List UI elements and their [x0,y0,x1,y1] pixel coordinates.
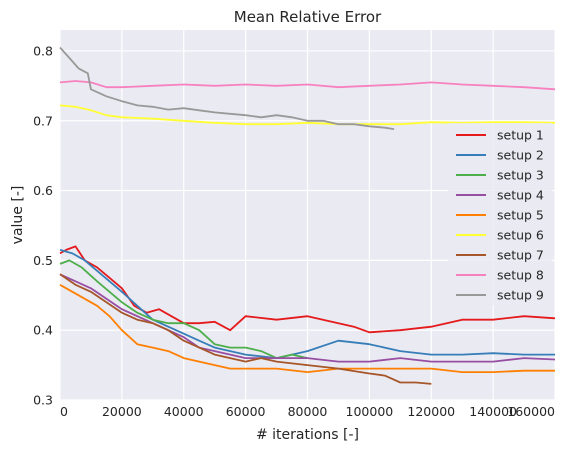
y-tick-label: 0.3 [33,393,53,408]
y-tick-labels: 0.3 0.4 0.5 0.6 0.7 0.8 [33,43,53,407]
legend-label-4: setup 4 [497,188,544,203]
series-line-1 [59,245,556,334]
series-line-5 [59,284,555,374]
series-line-7 [59,273,432,385]
y-tick-label: 0.8 [33,43,53,58]
y-tick-label: 0.4 [33,323,53,338]
series-line-2 [59,249,555,360]
legend-label-3: setup 3 [497,168,544,183]
y-tick-label: 0.5 [33,253,53,268]
y-tick-label: 0.7 [33,113,53,128]
y-tick-label: 0.6 [33,183,53,198]
x-tick-label: 20000 [102,404,142,419]
y-axis-title: value [-] [10,186,26,245]
x-tick-label: 40000 [164,404,204,419]
series-line-4 [59,273,556,363]
x-axis-title: # iterations [-] [256,427,359,443]
x-tick-label: 160000 [507,404,555,419]
legend-label-6: setup 6 [497,228,544,243]
x-tick-label: 80000 [288,404,328,419]
legend-label-7: setup 7 [497,248,544,263]
x-tick-label: 120000 [407,404,455,419]
legend-label-2: setup 2 [497,148,544,163]
legend-label-9: setup 9 [497,288,544,303]
series-lines [59,46,556,385]
x-tick-label: 140000 [469,404,517,419]
series-line-8 [59,80,556,91]
series-line-3 [59,259,308,360]
legend-label-5: setup 5 [497,208,544,223]
x-tick-label: 0 [60,404,68,419]
legend: setup 1 setup 2 setup 3 setup 4 setup 5 setup… [448,123,552,305]
legend-label-1: setup 1 [497,128,544,143]
x-tick-label: 60000 [226,404,266,419]
x-tick-label: 100000 [346,404,394,419]
legend-label-8: setup 8 [497,268,544,283]
x-tick-labels: 0 20000 40000 60000 80000 100000 120000 1400001… [60,404,555,419]
series-line-9 [59,46,395,130]
series-line-6 [59,104,556,126]
chart-title: Mean Relative Error [234,8,382,26]
